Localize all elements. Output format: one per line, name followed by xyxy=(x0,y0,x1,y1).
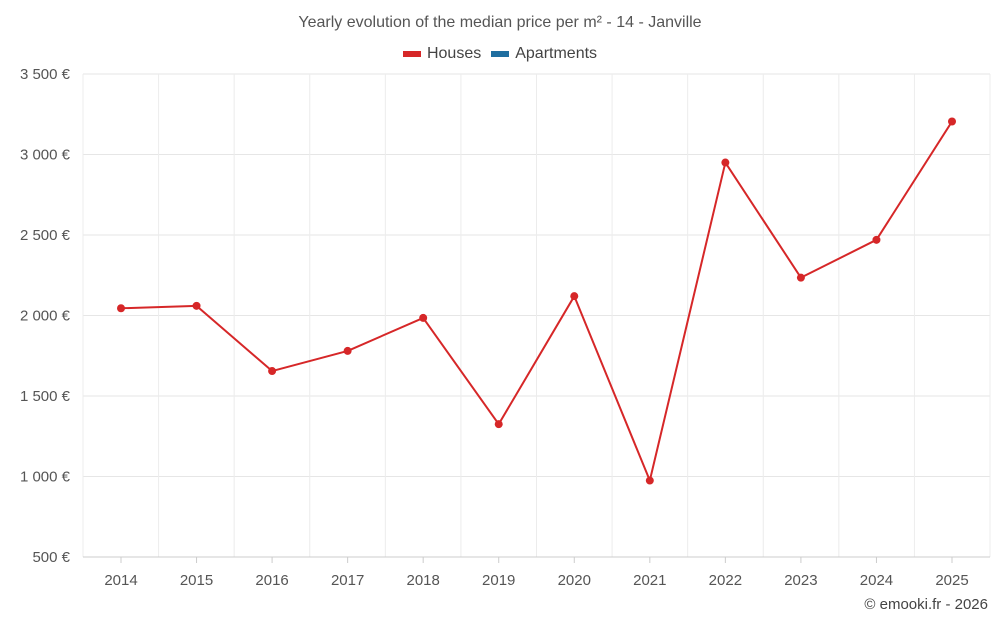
y-tick-label: 1 500 € xyxy=(20,388,71,405)
data-point-houses xyxy=(494,420,503,429)
legend-swatch-houses xyxy=(402,51,421,57)
data-point-houses xyxy=(721,158,730,167)
x-tick-label: 2014 xyxy=(104,572,137,589)
x-tick-label: 2020 xyxy=(558,572,591,589)
x-tick-label: 2017 xyxy=(331,572,364,589)
legend-label-apartments: Apartments xyxy=(515,45,598,62)
y-tick-label: 2 500 € xyxy=(20,227,71,244)
x-tick-label: 2018 xyxy=(406,572,439,589)
data-point-houses xyxy=(117,304,125,313)
legend-label-houses: Houses xyxy=(426,45,482,62)
data-point-houses xyxy=(872,235,881,244)
x-tick-label: 2025 xyxy=(935,572,968,589)
data-point-houses xyxy=(948,117,956,126)
y-tick-label: 1 000 € xyxy=(20,469,71,486)
data-point-houses xyxy=(343,346,352,355)
y-tick-label: 3 000 € xyxy=(20,147,71,164)
chart-legend: Houses Apartments xyxy=(0,45,1000,63)
y-tick-label: 500 € xyxy=(32,549,70,566)
x-tick-label: 2016 xyxy=(255,572,288,589)
credit-footer: © emooki.fr - 2026 xyxy=(864,596,988,613)
x-tick-label: 2021 xyxy=(633,572,666,589)
x-tick-label: 2022 xyxy=(709,572,742,589)
data-point-houses xyxy=(419,313,428,322)
x-tick-label: 2024 xyxy=(860,572,893,589)
legend-swatch-apartments xyxy=(491,51,510,57)
x-tick-label: 2023 xyxy=(784,572,817,589)
y-tick-label: 3 500 € xyxy=(20,66,71,83)
legend-item-houses[interactable]: Houses xyxy=(402,45,482,63)
x-tick-label: 2019 xyxy=(482,572,515,589)
data-point-houses xyxy=(645,476,654,485)
y-tick-label: 2 000 € xyxy=(20,308,71,325)
data-point-houses xyxy=(796,273,805,282)
legend-item-apartments[interactable]: Apartments xyxy=(491,45,597,63)
data-point-houses xyxy=(268,367,277,376)
chart-title: Yearly evolution of the median price per… xyxy=(298,14,702,31)
series-line-houses xyxy=(120,120,953,482)
data-point-houses xyxy=(570,292,579,301)
x-tick-label: 2015 xyxy=(180,572,213,589)
data-point-houses xyxy=(192,301,201,310)
